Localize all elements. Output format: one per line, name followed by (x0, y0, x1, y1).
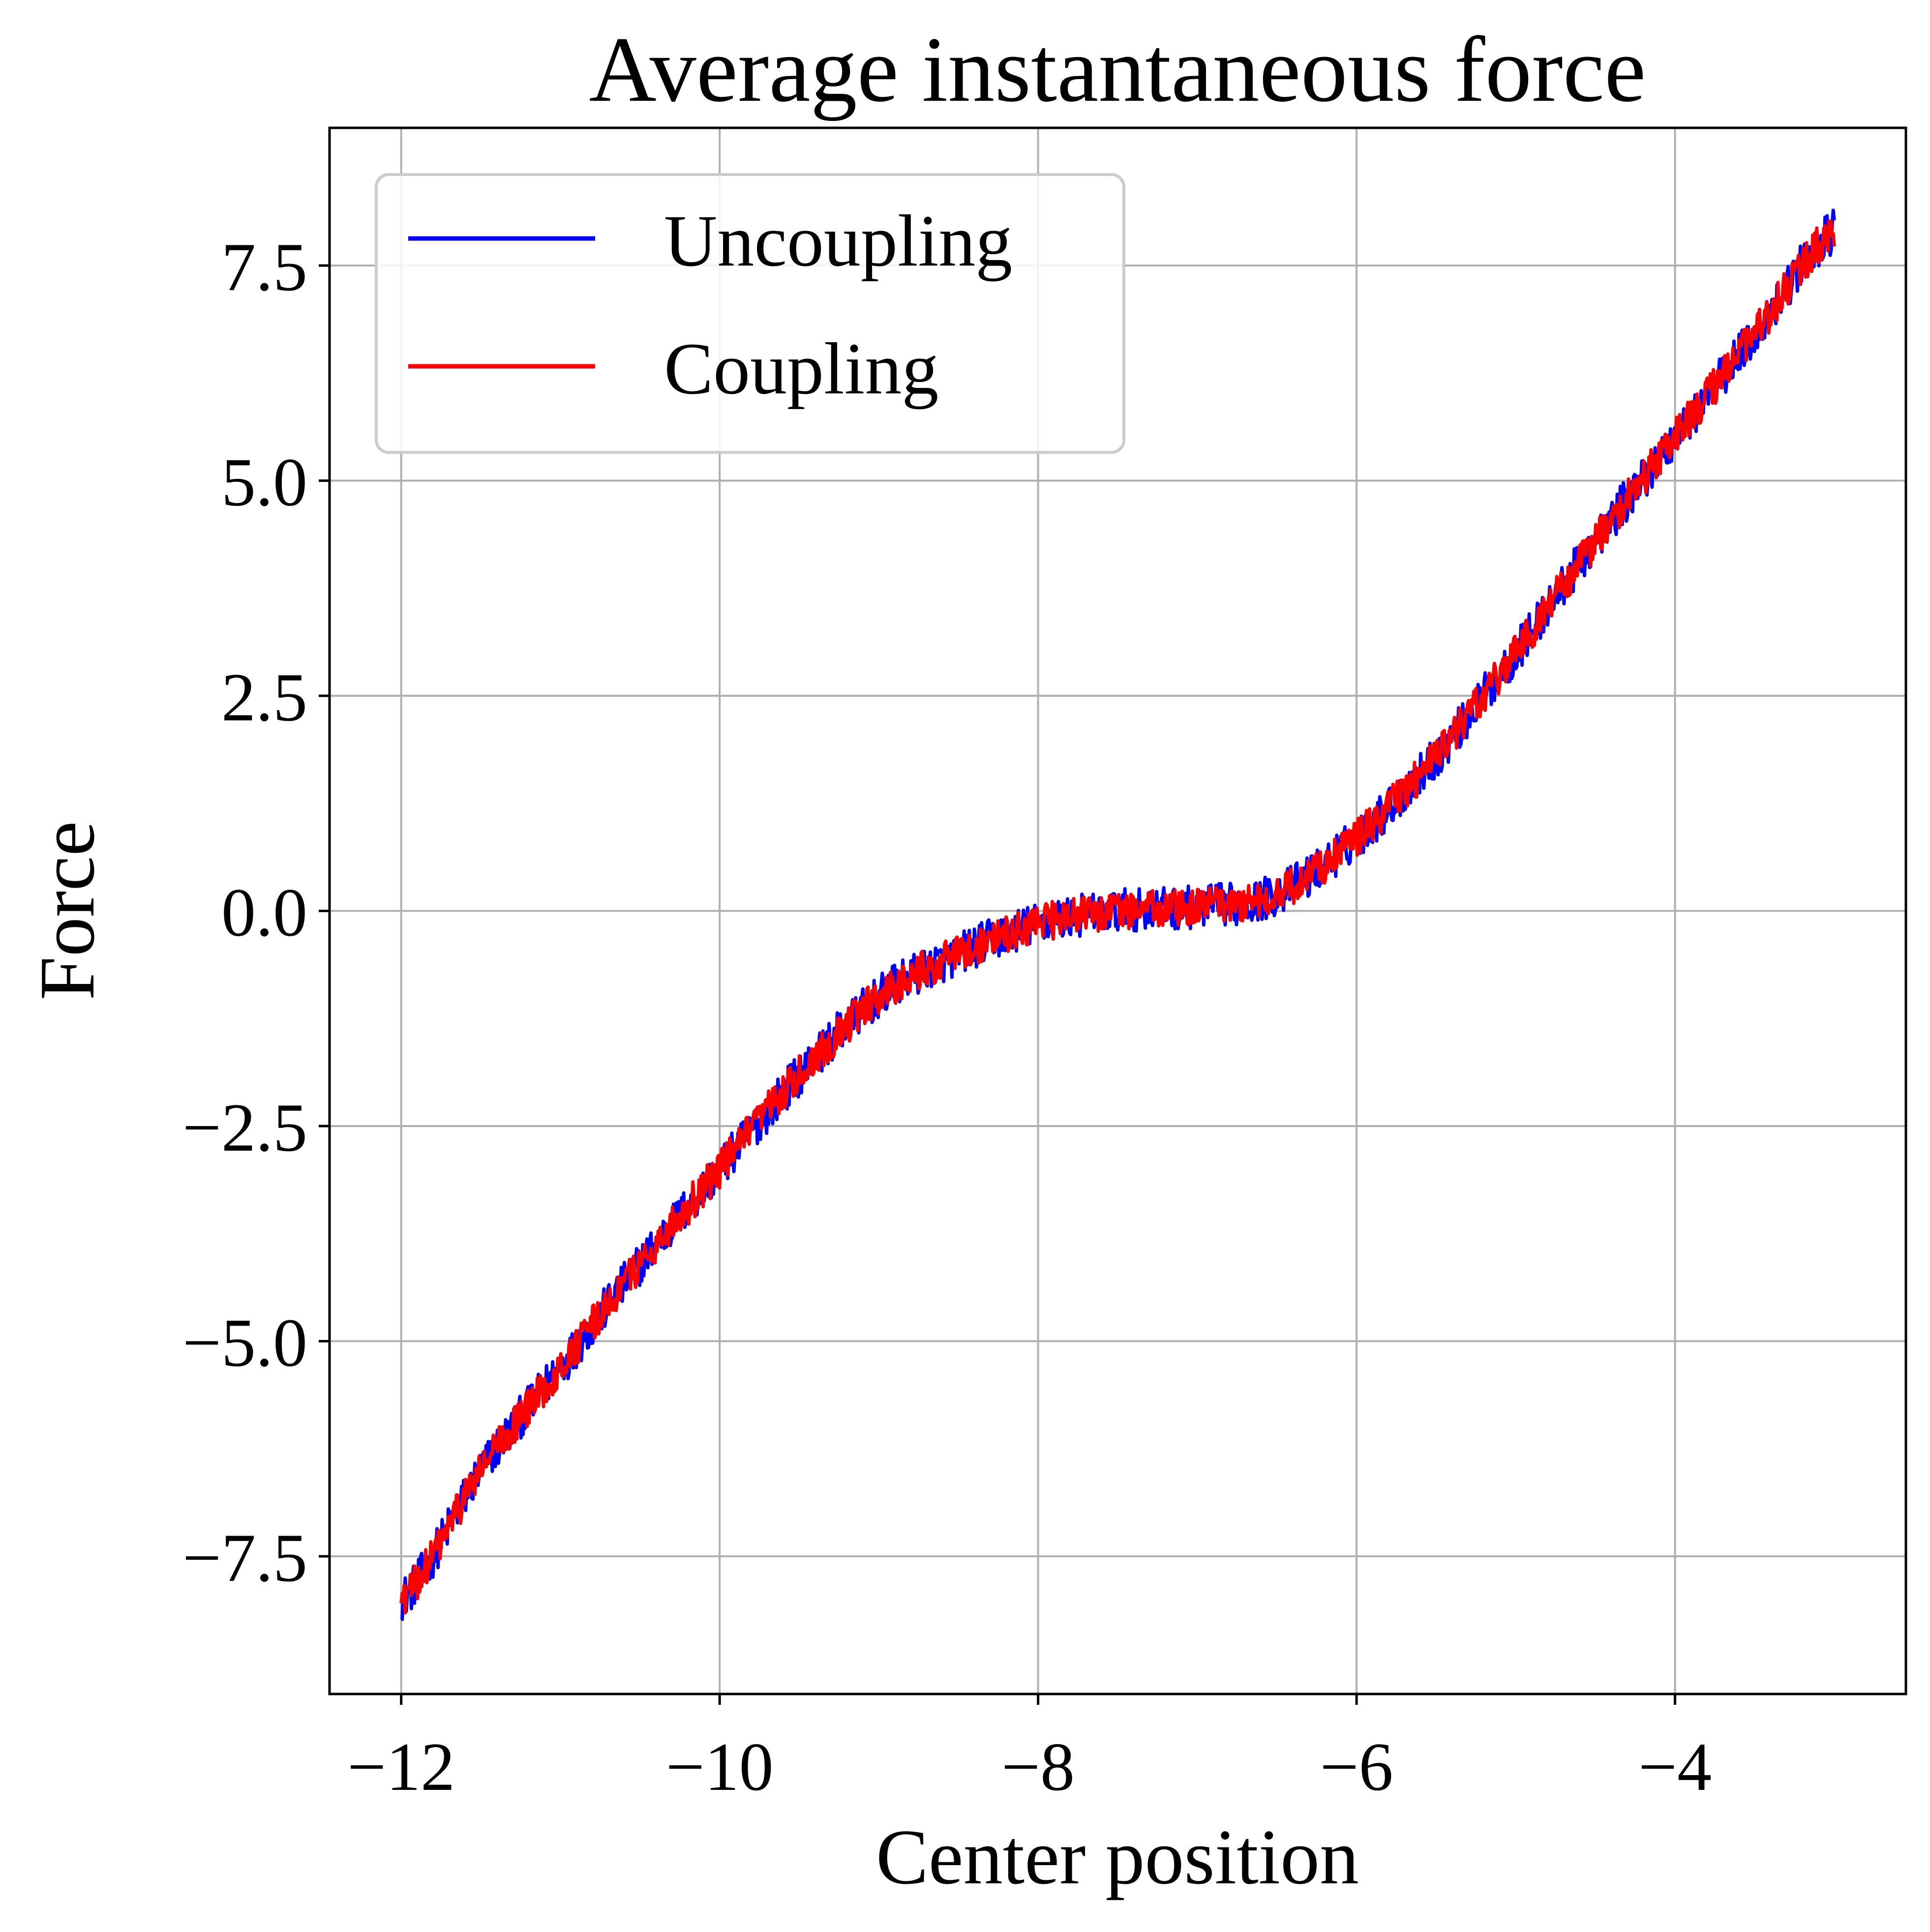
legend: Uncoupling Coupling (375, 173, 1125, 454)
x-axis-label: Center position (876, 1813, 1359, 1901)
y-tick-label: −2.5 (182, 1090, 307, 1166)
x-tick-label: −12 (347, 1729, 455, 1805)
x-tick-label: −4 (1638, 1729, 1712, 1805)
legend-label-coupling: Coupling (664, 328, 938, 410)
y-tick-label: 0.0 (221, 875, 307, 951)
x-tick-label: −10 (666, 1729, 774, 1805)
legend-box (375, 173, 1125, 454)
y-tick-label: 7.5 (221, 229, 307, 305)
chart-title: Average instantaneous force (589, 18, 1646, 121)
y-tick-label: 2.5 (221, 659, 307, 736)
series-line-coupling (399, 219, 1836, 1615)
ticks: −12 −10 −8 −6 −4 −7.5 −5.0 −2.5 0.0 2.5 5.0 7.5 (182, 229, 1712, 1805)
y-tick-label: −5.0 (182, 1305, 307, 1381)
x-tick-label: −6 (1320, 1729, 1393, 1805)
legend-label-uncoupling: Uncoupling (664, 200, 1012, 282)
y-tick-label: 5.0 (221, 445, 307, 521)
series-layer (399, 208, 1836, 1622)
y-axis-label: Force (23, 821, 111, 1000)
y-tick-label: −7.5 (182, 1520, 307, 1596)
x-tick-label: −8 (1001, 1729, 1075, 1805)
